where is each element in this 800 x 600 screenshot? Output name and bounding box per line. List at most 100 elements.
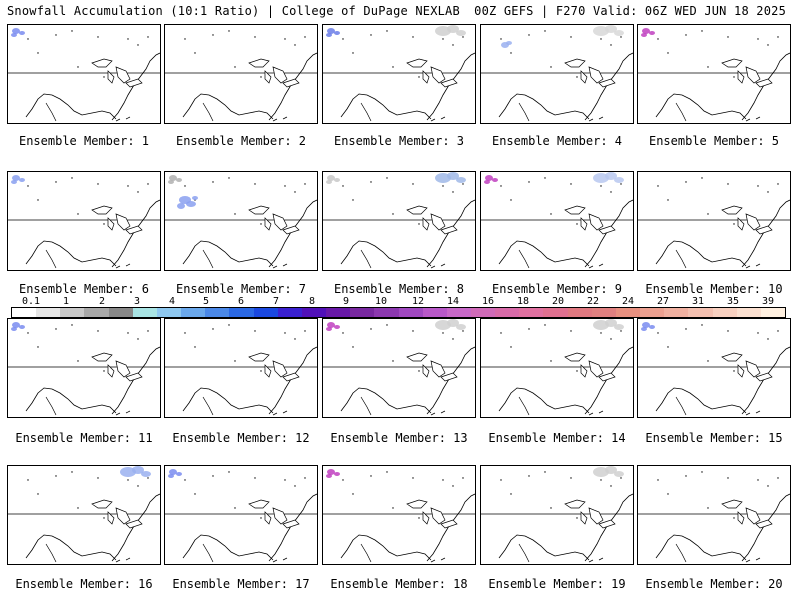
snowfall-area — [186, 201, 196, 207]
snowfall-area — [326, 180, 332, 184]
map-lake-dot — [452, 44, 454, 46]
color-scale-segment — [350, 308, 375, 317]
ensemble-map-panel — [637, 24, 791, 124]
map-lake-dot — [71, 324, 73, 326]
map-lake-dot — [544, 177, 546, 179]
map-lake-dot — [184, 38, 186, 40]
map-lake-dot — [55, 34, 57, 36]
snowfall-area — [593, 467, 609, 477]
us-basemap — [638, 322, 790, 416]
map-lake-dot — [610, 191, 612, 193]
color-scale-label: 18 — [516, 296, 530, 307]
ensemble-map-panel — [637, 465, 791, 565]
us-basemap — [165, 324, 317, 416]
map-lake-dot — [550, 213, 552, 215]
map-lake-dot — [500, 479, 502, 481]
map-lake-dot — [234, 360, 236, 362]
color-scale-label: 22 — [586, 296, 600, 307]
map-lake-dot — [386, 471, 388, 473]
map-lake-dot — [392, 507, 394, 509]
snowfall-area — [176, 178, 182, 182]
ensemble-map-panel — [480, 171, 634, 271]
color-scale-label: 12 — [411, 296, 425, 307]
map-lake-dot — [570, 477, 572, 479]
map-lake-dot — [127, 479, 129, 481]
map-lake-dot — [442, 185, 444, 187]
map-lake-dot — [757, 332, 759, 334]
map-title: Snowfall Accumulation (10:1 Ratio) | Col… — [7, 4, 460, 18]
map-lake-dot — [757, 38, 759, 40]
snowfall-area — [447, 319, 459, 327]
color-scale-segment — [398, 308, 423, 317]
snowfall-area — [649, 31, 655, 35]
color-scale-segment — [12, 308, 37, 317]
color-scale-label: 27 — [656, 296, 670, 307]
map-lake-dot — [442, 38, 444, 40]
color-scale-label: 14 — [446, 296, 460, 307]
map-lake-dot — [620, 183, 622, 185]
ensemble-map-panel — [322, 318, 476, 418]
snowfall-area — [641, 327, 647, 331]
great-lakes — [406, 352, 458, 382]
color-scale-segment — [229, 308, 254, 317]
map-lake-dot — [304, 330, 306, 332]
ensemble-member-label: Ensemble Member: 13 — [330, 431, 468, 445]
caribbean-islands — [115, 410, 131, 416]
caribbean-islands — [588, 557, 604, 563]
snowfall-area — [327, 469, 335, 475]
snowfall-area — [641, 33, 647, 37]
snowfall-area — [435, 320, 451, 330]
map-lake-dot — [342, 332, 344, 334]
map-lake-dot — [260, 517, 262, 519]
baja-california — [360, 396, 372, 416]
color-scale-segment — [205, 308, 230, 317]
map-lake-dot — [103, 370, 105, 372]
ensemble-map-panel — [7, 465, 161, 565]
map-lake-dot — [234, 66, 236, 68]
map-lake-dot — [500, 185, 502, 187]
map-lake-dot — [757, 479, 759, 481]
snowfall-area — [19, 325, 25, 329]
map-lake-dot — [610, 338, 612, 340]
snowfall-area — [19, 31, 25, 35]
map-lake-dot — [386, 30, 388, 32]
us-basemap — [8, 466, 160, 563]
map-lake-dot — [97, 36, 99, 38]
map-lake-dot — [127, 185, 129, 187]
snowfall-area — [506, 41, 512, 45]
map-lake-dot — [657, 332, 659, 334]
snowfall-area — [642, 322, 650, 328]
map-lake-dot — [576, 76, 578, 78]
color-scale-label: 3 — [133, 296, 141, 307]
color-scale-segment — [277, 308, 302, 317]
map-lake-dot — [550, 507, 552, 509]
map-lake-dot — [386, 177, 388, 179]
ensemble-member-label: Ensemble Member: 11 — [15, 431, 153, 445]
great-lakes — [406, 205, 458, 235]
us-basemap — [638, 177, 790, 269]
color-scale-bar — [11, 307, 786, 318]
map-lake-dot — [544, 30, 546, 32]
baja-california — [360, 543, 372, 563]
ensemble-member-label: Ensemble Member: 9 — [491, 282, 623, 296]
map-lake-dot — [733, 517, 735, 519]
map-lake-dot — [442, 332, 444, 334]
great-lakes — [721, 205, 773, 235]
snowfall-area — [593, 26, 609, 36]
snowfall-area — [176, 472, 182, 476]
map-lake-dot — [386, 324, 388, 326]
ensemble-member-label: Ensemble Member: 1 — [18, 134, 150, 148]
color-scale-segment — [543, 308, 568, 317]
ensemble-map-panel — [480, 465, 634, 565]
ensemble-member-label: Ensemble Member: 12 — [172, 431, 310, 445]
color-scale-segment — [446, 308, 471, 317]
map-lake-dot — [27, 185, 29, 187]
snowfall-area — [177, 203, 185, 209]
snowfall-area — [169, 175, 177, 181]
ensemble-map-panel — [322, 465, 476, 565]
us-basemap — [638, 28, 790, 122]
ensemble-member-label: Ensemble Member: 16 — [15, 577, 153, 591]
map-lake-dot — [767, 338, 769, 340]
map-lake-dot — [284, 332, 286, 334]
color-scale-label: 4 — [168, 296, 176, 307]
